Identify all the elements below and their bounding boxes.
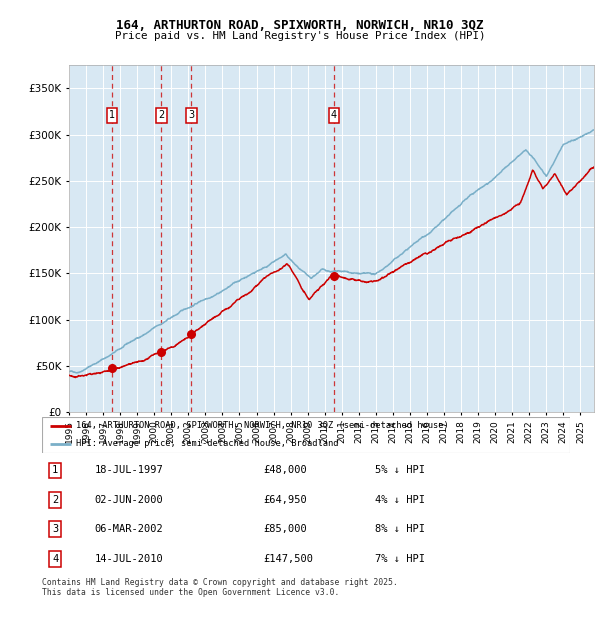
Text: £147,500: £147,500 — [264, 554, 314, 564]
Text: 8% ↓ HPI: 8% ↓ HPI — [374, 525, 425, 534]
Text: Price paid vs. HM Land Registry's House Price Index (HPI): Price paid vs. HM Land Registry's House … — [115, 31, 485, 41]
Text: 164, ARTHURTON ROAD, SPIXWORTH, NORWICH, NR10 3QZ (semi-detached house): 164, ARTHURTON ROAD, SPIXWORTH, NORWICH,… — [76, 421, 449, 430]
Text: 2: 2 — [158, 110, 164, 120]
Text: £64,950: £64,950 — [264, 495, 308, 505]
Text: £48,000: £48,000 — [264, 466, 308, 476]
Text: 14-JUL-2010: 14-JUL-2010 — [95, 554, 164, 564]
Text: HPI: Average price, semi-detached house, Broadland: HPI: Average price, semi-detached house,… — [76, 439, 339, 448]
Text: 7% ↓ HPI: 7% ↓ HPI — [374, 554, 425, 564]
Text: 3: 3 — [188, 110, 194, 120]
Text: 2: 2 — [52, 495, 58, 505]
Text: 4% ↓ HPI: 4% ↓ HPI — [374, 495, 425, 505]
Text: £85,000: £85,000 — [264, 525, 308, 534]
Text: 4: 4 — [331, 110, 337, 120]
Text: 1: 1 — [52, 466, 58, 476]
Text: 06-MAR-2002: 06-MAR-2002 — [95, 525, 164, 534]
Text: 02-JUN-2000: 02-JUN-2000 — [95, 495, 164, 505]
Text: 18-JUL-1997: 18-JUL-1997 — [95, 466, 164, 476]
Text: 3: 3 — [52, 525, 58, 534]
Text: 164, ARTHURTON ROAD, SPIXWORTH, NORWICH, NR10 3QZ: 164, ARTHURTON ROAD, SPIXWORTH, NORWICH,… — [116, 19, 484, 32]
Text: Contains HM Land Registry data © Crown copyright and database right 2025.
This d: Contains HM Land Registry data © Crown c… — [42, 578, 398, 597]
Text: 4: 4 — [52, 554, 58, 564]
Text: 1: 1 — [109, 110, 115, 120]
Text: 5% ↓ HPI: 5% ↓ HPI — [374, 466, 425, 476]
